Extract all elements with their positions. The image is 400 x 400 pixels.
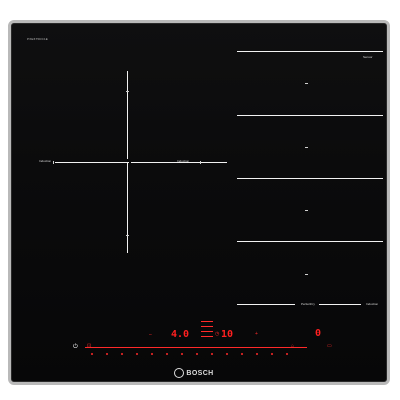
slider-dot <box>271 353 273 355</box>
right-zone-4-mark <box>305 274 308 275</box>
slider-dot <box>196 353 198 355</box>
slider-dot <box>226 353 228 355</box>
minus-icon[interactable]: – <box>149 332 152 338</box>
slider-dot <box>121 353 123 355</box>
center-horizontal-line <box>131 162 227 163</box>
model-number: PXE675DC1E <box>27 37 49 41</box>
perfect-fry-label: PerfectFry <box>301 302 315 306</box>
right-display: 0 <box>315 328 322 339</box>
center-zone-label: Induction <box>177 159 190 163</box>
slider-dot <box>106 353 108 355</box>
bottom-zone-line-middle <box>319 304 361 305</box>
right-zone-line-2 <box>237 115 383 116</box>
bottom-zone-label: Induction <box>366 302 379 306</box>
level-bar-1 <box>201 321 213 322</box>
right-zone-1-mark <box>305 83 308 84</box>
slider-dot <box>256 353 258 355</box>
slider-dot <box>211 353 213 355</box>
wipe-protect-icon[interactable]: ▭ <box>327 343 332 349</box>
cooktop-glass: PXE675DC1E Induction Induction Sensor Pe… <box>8 20 390 385</box>
left-zone-label: Induction <box>39 159 52 163</box>
left-vertical-line-top <box>127 71 128 159</box>
bottom-zone-line-left <box>237 304 295 305</box>
plus-icon[interactable]: + <box>255 331 258 337</box>
slider-dot <box>181 353 183 355</box>
right-zone-2-mark <box>305 147 308 148</box>
timer-display: 10 <box>221 329 234 340</box>
brand-name: BOSCH <box>186 370 214 377</box>
left-zone-mark-4 <box>200 161 201 164</box>
slider-dot <box>166 353 168 355</box>
slider-dot <box>136 353 138 355</box>
control-slider-line[interactable] <box>85 347 307 348</box>
fry-sensor-icon[interactable]: ⌂ <box>291 343 295 349</box>
left-zone-mark-1 <box>126 91 129 92</box>
slider-dot <box>151 353 153 355</box>
power-level-display: 4.0 <box>171 329 190 340</box>
right-zone-3-mark <box>305 210 308 211</box>
left-horizontal-line <box>55 162 129 163</box>
level-bar-2 <box>201 326 213 327</box>
level-bar-4 <box>201 336 213 337</box>
right-zone-line-1 <box>237 51 383 52</box>
left-zone-mark-2 <box>126 235 129 236</box>
sensor-label: Sensor <box>363 55 373 59</box>
level-bar-3 <box>201 331 213 332</box>
right-zone-line-3 <box>237 178 383 179</box>
bosch-logo-icon <box>174 368 184 378</box>
lock-icon[interactable]: ⊡ <box>87 343 92 349</box>
slider-dot <box>91 353 93 355</box>
slider-dot <box>241 353 243 355</box>
right-zone-line-4 <box>237 241 383 242</box>
power-icon[interactable]: ⏻ <box>73 344 78 350</box>
left-vertical-line-bottom <box>127 163 128 253</box>
timer-icon[interactable]: ◷ <box>215 331 220 337</box>
slider-dot <box>286 353 288 355</box>
left-zone-mark-3 <box>53 161 54 164</box>
